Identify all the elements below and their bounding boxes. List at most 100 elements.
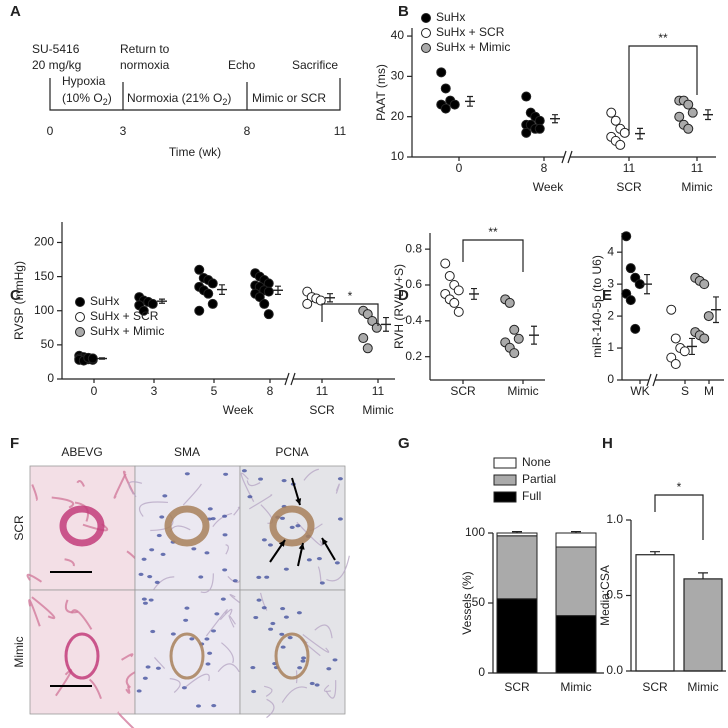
timeline-tick: 3 <box>120 124 127 138</box>
y-tick-label: 100 <box>34 303 54 317</box>
legend-swatch <box>493 474 517 486</box>
arrow-head <box>298 543 305 550</box>
x-tick-label: 0 <box>456 161 463 175</box>
error-bar <box>159 298 165 304</box>
nucleus <box>181 686 187 690</box>
legend-label: SuHx + SCR <box>90 309 159 323</box>
panel-label: D <box>398 287 409 304</box>
data-point <box>699 333 710 344</box>
tissue-strand <box>125 686 131 694</box>
data-point <box>534 123 545 134</box>
data-point <box>509 348 520 359</box>
nucleus <box>261 606 267 610</box>
tissue-strand <box>325 680 337 699</box>
legend-label: Partial <box>522 472 556 486</box>
nucleus <box>207 507 213 511</box>
phase-label: Mimic or SCR <box>252 91 326 105</box>
error-bar <box>471 287 477 300</box>
tissue-strand <box>185 673 210 688</box>
column-header: ABEVG <box>61 445 102 459</box>
x-tick-label: 11 <box>691 161 704 175</box>
data-point <box>683 123 694 134</box>
legend-marker <box>75 312 85 322</box>
tissue-strand <box>200 573 214 594</box>
nucleus <box>141 557 147 561</box>
nucleus <box>247 495 253 499</box>
phase-label: (10% O2) <box>62 91 112 107</box>
x-axis-label: Week <box>223 403 254 417</box>
nucleus <box>148 598 154 602</box>
nucleus <box>222 533 228 537</box>
nucleus <box>142 676 148 680</box>
phase-text: ) <box>108 91 112 105</box>
tissue-strand <box>264 685 273 697</box>
legend-label: SuHx + Mimic <box>436 40 510 54</box>
y-tick-label: 0.4 <box>405 313 422 327</box>
nucleus <box>189 637 195 641</box>
nucleus <box>204 637 210 641</box>
x-sublabel: Mimic <box>362 403 393 417</box>
nucleus <box>147 575 153 579</box>
legend-marker <box>421 28 431 38</box>
nucleus <box>297 666 303 670</box>
axis-break <box>567 150 573 164</box>
data-point <box>371 322 382 333</box>
legend-label: None <box>522 455 551 469</box>
legend-label: SuHx + SCR <box>436 25 505 39</box>
legend-label: SuHx <box>436 10 465 24</box>
tissue-strand <box>326 555 350 582</box>
axis-break <box>652 373 658 387</box>
timeline-annotation: Return to <box>120 42 170 56</box>
data-point <box>630 323 641 334</box>
data-point <box>674 111 685 122</box>
tissue-strand <box>303 468 319 481</box>
nucleus <box>279 632 285 636</box>
nucleus <box>270 621 276 626</box>
nucleus <box>159 515 165 519</box>
phase-subscript: 2 <box>103 97 108 107</box>
nucleus <box>251 689 257 694</box>
row-header: SCR <box>12 515 26 541</box>
x-tick-label: Mimic <box>507 384 538 398</box>
nucleus <box>141 597 147 601</box>
y-tick-label: 3 <box>607 276 614 290</box>
data-point <box>263 286 274 297</box>
y-tick-label: 0.0 <box>606 663 623 677</box>
significance-label: ** <box>488 225 498 239</box>
timeline-xlabel: Time (wk) <box>169 145 221 159</box>
y-tick-label: 50 <box>472 595 486 609</box>
tissue-strand <box>121 653 134 661</box>
timeline-tick: 11 <box>334 124 347 138</box>
nucleus <box>222 514 228 518</box>
y-axis-label: RVSP (mmHg) <box>12 261 26 340</box>
error-bar <box>467 95 473 107</box>
bar-segment <box>496 532 538 537</box>
panel-label: E <box>602 287 612 304</box>
tissue-strand <box>281 686 308 703</box>
nucleus <box>289 525 295 530</box>
data-point <box>436 67 447 78</box>
data-point <box>207 278 218 289</box>
y-tick-label: 4 <box>607 244 614 258</box>
x-sublabel: Mimic <box>681 180 712 194</box>
data-point <box>449 297 460 308</box>
timeline-annotation: Echo <box>228 58 256 72</box>
significance-label: ** <box>658 31 668 45</box>
data-point <box>703 311 714 322</box>
y-tick-label: 2 <box>607 308 614 322</box>
significance-bracket <box>321 303 379 326</box>
legend-marker <box>421 43 431 53</box>
error-bar <box>644 273 650 295</box>
legend-swatch <box>493 457 517 469</box>
arrow-head <box>322 538 328 545</box>
column-header: SMA <box>174 445 200 459</box>
nucleus <box>287 635 293 640</box>
data-point <box>194 305 205 316</box>
nucleus <box>205 662 211 666</box>
x-tick-label: M <box>704 384 714 398</box>
nucleus <box>211 703 217 708</box>
tissue-strand <box>335 483 340 494</box>
data-point <box>606 107 617 118</box>
panel-label: F <box>10 435 19 452</box>
tissue-strand <box>76 480 85 487</box>
